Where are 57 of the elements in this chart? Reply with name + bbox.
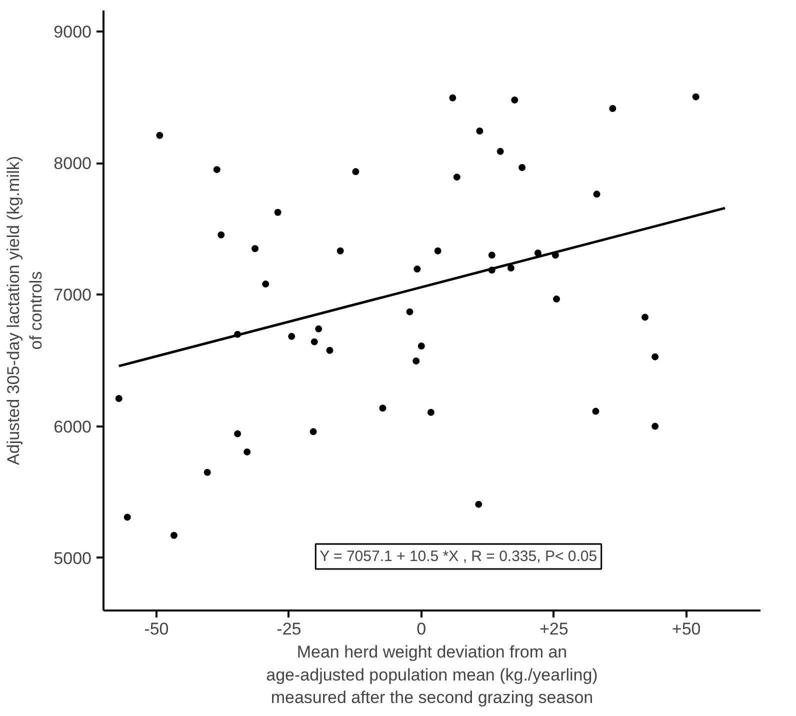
- point: [124, 514, 131, 521]
- point: [475, 500, 482, 508]
- point: [310, 338, 318, 346]
- point: [156, 132, 164, 139]
- point: [315, 325, 322, 332]
- point: [449, 94, 456, 102]
- y-tick-label: 7000: [54, 286, 92, 305]
- y-tick-label: 6000: [54, 417, 92, 436]
- point: [310, 428, 317, 436]
- point: [336, 247, 344, 254]
- x-tick-label: +25: [539, 620, 568, 638]
- point: [262, 280, 270, 288]
- x-axis-title: Mean herd weight deviation from an age-adjusted population mean (kg./yearling) measured after the second grazing season: [266, 642, 598, 708]
- point: [379, 404, 386, 412]
- x-tick-label: -50: [144, 620, 169, 638]
- point: [488, 252, 496, 259]
- point: [274, 208, 282, 216]
- point: [252, 245, 259, 252]
- point: [593, 190, 600, 198]
- point: [692, 93, 700, 100]
- point: [518, 164, 526, 171]
- point: [592, 408, 600, 415]
- point: [641, 314, 648, 321]
- point: [434, 247, 442, 254]
- point: [507, 264, 514, 272]
- point: [496, 148, 504, 155]
- point: [352, 168, 360, 176]
- point: [234, 430, 242, 438]
- y-axis-title: Adjusted 305-day lactation yield (kg.milk) of controls: [4, 156, 46, 465]
- point: [218, 231, 225, 238]
- annotation: Y = 7057.1 + 10.5 *X , R = 0.335, P< 0.05: [320, 548, 598, 565]
- point: [453, 174, 460, 181]
- point: [511, 96, 518, 104]
- point: [406, 308, 414, 316]
- point: [170, 532, 178, 539]
- point: [427, 408, 434, 416]
- y-tick-label: 9000: [54, 22, 92, 42]
- y-tick-label: 5000: [54, 548, 92, 568]
- point: [609, 105, 616, 112]
- x-tick-label: 0: [416, 620, 426, 638]
- point: [476, 128, 484, 135]
- point: [204, 468, 211, 476]
- point: [534, 250, 542, 256]
- point: [553, 296, 560, 303]
- point: [652, 422, 659, 430]
- point: [418, 342, 425, 350]
- point: [244, 448, 251, 456]
- point: [115, 395, 122, 402]
- y-tick-label: 8000: [54, 154, 92, 174]
- point: [213, 166, 220, 174]
- point: [652, 353, 659, 360]
- point: [412, 358, 420, 365]
- x-tick-label: -25: [276, 620, 302, 638]
- point: [326, 346, 334, 354]
- point: [288, 332, 296, 340]
- point: [414, 266, 421, 273]
- x-tick-label: +50: [672, 620, 701, 638]
